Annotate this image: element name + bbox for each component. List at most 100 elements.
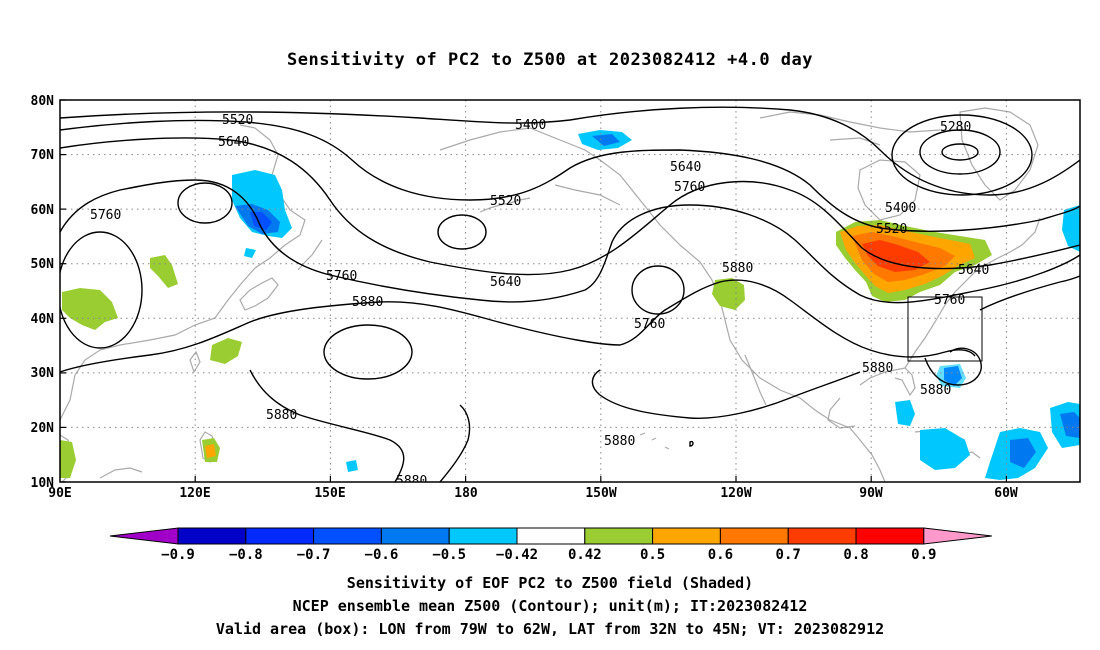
shade-negative-blue — [592, 134, 620, 146]
lat-label: 30N — [31, 366, 55, 381]
shade-positive-patch — [205, 444, 216, 458]
colorbar-tick-label: −0.9 — [161, 547, 195, 563]
shade-positive-patch — [150, 255, 178, 288]
contour-5880-southwest — [249, 369, 405, 482]
contour-labels: 5520 5640 5760 5400 5520 5640 5760 5880 … — [90, 113, 989, 489]
shade-negative-lightblue — [1062, 205, 1080, 252]
colorbar-arrow-high — [923, 527, 992, 545]
colorbar-tick-label: 0.5 — [640, 547, 665, 563]
colorbar-tick-label: −0.6 — [365, 547, 399, 563]
colorbar-swatch — [855, 527, 925, 545]
colorbar-tick-label: 0.7 — [776, 547, 801, 563]
colorbar-arrow-low — [109, 527, 179, 545]
lat-label: 50N — [31, 257, 55, 272]
contour-label: 5520 — [490, 194, 521, 209]
contour-label: 5880 — [352, 295, 383, 310]
figure-title: Sensitivity of PC2 to Z500 at 2023082412… — [286, 50, 813, 70]
shade-negative-lightblue — [895, 400, 915, 426]
contour-high-central-pacific — [323, 324, 413, 380]
contour-label: 5880 — [722, 261, 753, 276]
colorbar-tick-label: −0.5 — [432, 547, 466, 563]
lon-label: 60W — [994, 486, 1018, 501]
colorbar-swatch — [719, 527, 789, 545]
lat-label: 60N — [31, 203, 55, 218]
contour-low-north-pacific — [437, 214, 487, 250]
shade-negative-patch — [346, 460, 358, 472]
contour-low-east-pacific — [631, 265, 685, 315]
colorbar-swatch — [787, 527, 857, 545]
contour-label: 5760 — [90, 208, 121, 223]
contour-label: 5640 — [958, 263, 989, 278]
lon-label: 90W — [859, 486, 883, 501]
latitude-labels: 80N 70N 60N 50N 40N 30N 20N 10N — [31, 94, 55, 491]
z500-contours — [60, 106, 1080, 482]
contour-5880-north-atlantic — [979, 275, 1080, 311]
colorbar-swatch — [245, 527, 315, 545]
caption-shading: Sensitivity of EOF PC2 to Z500 field (Sh… — [346, 574, 754, 592]
longitude-labels: 90E 120E 150E 180 150W 120W 90W 60W — [48, 486, 1018, 501]
lon-label: 180 — [454, 486, 478, 501]
colorbar: −0.9 −0.8 −0.7 −0.6 −0.5 −0.42 0.42 0.5 0.6 0.7 0.… — [109, 527, 992, 563]
contour-5880-southwest-2 — [439, 404, 471, 482]
lat-label: 20N — [31, 421, 55, 436]
lon-label: 90E — [48, 486, 71, 501]
shade-positive-patch — [210, 338, 242, 364]
map-ticks — [60, 99, 1008, 483]
lat-label: 80N — [31, 94, 55, 109]
lon-label: 150W — [585, 486, 616, 501]
shade-positive-patch — [62, 288, 118, 330]
contour-label: 5760 — [934, 293, 965, 308]
contour-5520-west — [60, 119, 1080, 232]
caption-contour: NCEP ensemble mean Z500 (Contour); unit(… — [292, 597, 808, 615]
shade-negative-patch — [244, 248, 256, 258]
contour-5880-atlantic — [924, 347, 982, 386]
contour-label: 5880 — [396, 474, 427, 489]
lat-label: 70N — [31, 148, 55, 163]
contour-5640-west — [60, 137, 1080, 276]
contour-low-east-asia — [177, 182, 233, 224]
shade-positive-patch — [60, 440, 76, 478]
contour-label: 5280 — [940, 120, 971, 135]
contour-label: 5760 — [634, 317, 665, 332]
colorbar-tick-label: −0.42 — [496, 547, 538, 563]
contour-label: 5400 — [515, 118, 546, 133]
contour-label: 5760 — [674, 180, 705, 195]
colorbar-swatch — [380, 527, 450, 545]
contour-5880-main — [60, 279, 976, 373]
colorbar-swatch — [177, 527, 247, 545]
colorbar-swatch — [516, 527, 586, 545]
contour-label: 5880 — [266, 408, 297, 423]
lon-label: 120W — [720, 486, 751, 501]
shade-negative-blue — [1010, 438, 1036, 468]
colorbar-tick-label: 0.9 — [911, 547, 936, 563]
caption-valid-area: Valid area (box): LON from 79W to 62W, L… — [215, 620, 885, 638]
map-panel — [60, 100, 1080, 482]
shade-negative-blue — [1060, 412, 1080, 438]
contour-5280-ring — [919, 129, 1001, 175]
contour-label: 5520 — [876, 222, 907, 237]
colorbar-swatch — [448, 527, 518, 545]
contour-label: 5640 — [670, 160, 701, 175]
contour-label: 5880 — [862, 361, 893, 376]
valid-area-box — [907, 296, 983, 362]
contour-5880-south — [591, 369, 861, 419]
colorbar-tick-label: −0.7 — [297, 547, 331, 563]
contour-spot — [689, 440, 694, 447]
lon-label: 120E — [179, 486, 210, 501]
contour-5760-west — [60, 179, 1080, 304]
colorbar-tick-label: 0.42 — [568, 547, 602, 563]
contour-5280-center — [941, 143, 979, 161]
contour-label: 5760 — [326, 269, 357, 284]
contour-low-central-asia — [60, 231, 143, 349]
lat-label: 40N — [31, 312, 55, 327]
contour-label: 5400 — [885, 201, 916, 216]
colorbar-tick-label: −0.8 — [229, 547, 263, 563]
contour-label: 5880 — [604, 434, 635, 449]
lon-label: 150E — [314, 486, 345, 501]
colorbar-tick-label: 0.8 — [843, 547, 868, 563]
contour-label: 5640 — [218, 135, 249, 150]
shade-negative-lightblue — [920, 428, 970, 470]
colorbar-swatch — [313, 527, 382, 545]
map-frame — [59, 99, 1081, 483]
